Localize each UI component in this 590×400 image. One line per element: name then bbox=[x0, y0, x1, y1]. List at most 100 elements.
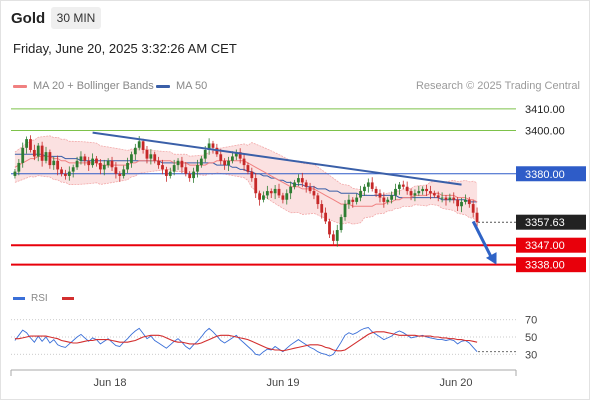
candle-body bbox=[413, 193, 417, 196]
level-label-3400.00: 3400.00 bbox=[525, 125, 565, 137]
candle-body bbox=[79, 156, 83, 161]
candle-body bbox=[67, 171, 71, 176]
candle-body bbox=[157, 160, 161, 166]
rsi-swatch-icon bbox=[13, 296, 25, 300]
level-label-3410.00: 3410.00 bbox=[525, 104, 565, 116]
candle-body bbox=[343, 204, 347, 218]
candle-body bbox=[269, 191, 273, 194]
legend-ma50-label: MA 50 bbox=[176, 80, 208, 92]
legend-ma50: MA 50 bbox=[156, 80, 207, 92]
candle-body bbox=[421, 188, 425, 192]
candle-body bbox=[467, 199, 471, 205]
candle-body bbox=[219, 154, 223, 161]
level-label-3357.63: 3357.63 bbox=[525, 217, 565, 229]
candle-body bbox=[52, 160, 56, 166]
rsi-line bbox=[14, 327, 478, 357]
candle-body bbox=[110, 160, 114, 168]
legend-rsi-ma bbox=[62, 293, 80, 304]
level-tag-3347.00 bbox=[516, 237, 586, 253]
candle-body bbox=[91, 158, 95, 166]
candle-body bbox=[475, 212, 479, 223]
candle-body bbox=[401, 184, 405, 187]
candle-body bbox=[60, 169, 63, 174]
candle-body bbox=[196, 165, 199, 172]
bollinger-band bbox=[14, 135, 478, 225]
candle-body bbox=[164, 169, 168, 176]
legend-rsi: RSI bbox=[13, 293, 48, 304]
candle-body bbox=[176, 160, 180, 166]
candle-body bbox=[351, 199, 355, 202]
candle-body bbox=[25, 139, 28, 148]
candle-body bbox=[95, 158, 98, 163]
ma20-swatch-icon bbox=[13, 84, 27, 88]
candle-body bbox=[203, 149, 207, 159]
candle-body bbox=[328, 221, 331, 235]
resistance-trendline bbox=[92, 131, 462, 186]
candle-body bbox=[227, 160, 230, 166]
candle-body bbox=[464, 199, 467, 202]
legend-ma20-label: MA 20 + Bollinger Bands bbox=[33, 80, 154, 92]
candle-body bbox=[444, 197, 448, 200]
candle-body bbox=[273, 188, 277, 194]
timeframe-button[interactable]: 30 MIN bbox=[51, 7, 101, 29]
x-axis-date-label: Jun 18 bbox=[93, 377, 126, 389]
candle-body bbox=[161, 165, 164, 170]
candle-body bbox=[285, 193, 289, 200]
candle-body bbox=[386, 199, 390, 202]
candle-body bbox=[448, 197, 452, 200]
candle-body bbox=[87, 160, 91, 166]
rsi-ma-line bbox=[14, 331, 478, 352]
candle-body bbox=[17, 162, 21, 172]
candle-body bbox=[339, 217, 343, 231]
candle-body bbox=[130, 154, 133, 163]
candle-body bbox=[188, 173, 192, 179]
candle-body bbox=[180, 160, 184, 168]
candle-body bbox=[320, 204, 324, 213]
x-axis-date-label: Jun 19 bbox=[266, 377, 299, 389]
level-tag-3357.63 bbox=[516, 214, 586, 230]
candle-body bbox=[29, 139, 32, 150]
candle-body bbox=[199, 158, 203, 166]
candle-body bbox=[114, 167, 118, 174]
candle-body bbox=[347, 199, 351, 205]
candle-body bbox=[250, 171, 254, 179]
candle-body bbox=[238, 152, 242, 159]
candle-body bbox=[98, 162, 102, 170]
candle-body bbox=[246, 165, 250, 172]
candle-body bbox=[374, 188, 378, 194]
rsi-ma-swatch-icon bbox=[62, 296, 74, 300]
candle-body bbox=[149, 154, 153, 159]
projection-arrow-shaft bbox=[471, 220, 494, 261]
candle-body bbox=[397, 184, 401, 189]
instrument-title: Gold bbox=[11, 10, 46, 27]
candle-body bbox=[460, 201, 463, 207]
candle-body bbox=[316, 195, 320, 205]
candle-body bbox=[281, 195, 285, 200]
candle-body bbox=[223, 160, 227, 166]
candle-body bbox=[75, 160, 79, 168]
candle-body bbox=[363, 186, 366, 192]
candle-body bbox=[366, 182, 370, 187]
candle-body bbox=[409, 191, 413, 196]
candle-body bbox=[153, 154, 157, 161]
candle-body bbox=[258, 193, 261, 200]
candle-body bbox=[359, 191, 362, 198]
candle-body bbox=[102, 165, 106, 170]
candle-body bbox=[13, 171, 17, 176]
legend-ma20-bollinger: MA 20 + Bollinger Bands bbox=[13, 80, 154, 92]
candle-body bbox=[390, 195, 394, 200]
candle-body bbox=[242, 158, 246, 166]
candle-body bbox=[370, 182, 374, 189]
candle-body bbox=[335, 230, 339, 241]
candle-body bbox=[192, 171, 195, 179]
projection-arrow-head-icon bbox=[485, 252, 497, 265]
candle-body bbox=[304, 182, 308, 187]
candle-body bbox=[211, 143, 215, 148]
candle-body bbox=[48, 152, 52, 166]
candle-body bbox=[145, 149, 149, 159]
candle-body bbox=[234, 152, 238, 157]
candle-body bbox=[297, 178, 300, 183]
candle-body bbox=[436, 195, 440, 198]
bollinger-upper-line bbox=[14, 135, 478, 197]
